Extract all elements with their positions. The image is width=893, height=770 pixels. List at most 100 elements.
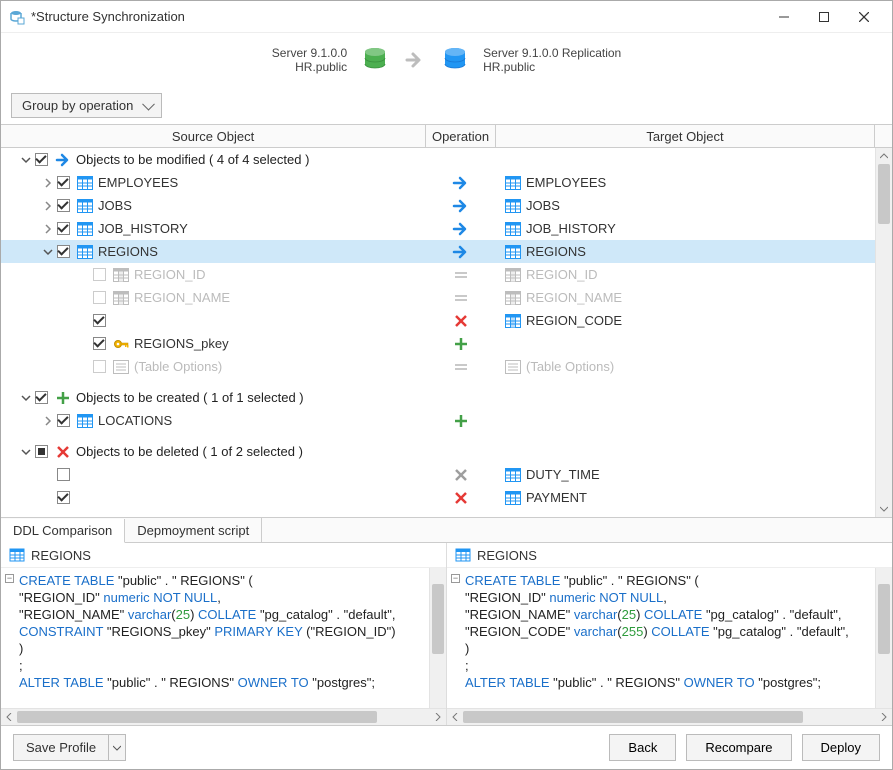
expander-icon[interactable] bbox=[41, 245, 55, 259]
ddl-right-body[interactable]: − CREATE TABLE "public" . " REGIONS" ( "… bbox=[447, 568, 875, 708]
checkbox[interactable] bbox=[93, 291, 106, 304]
target-object-name: REGIONS bbox=[526, 244, 586, 259]
operation-icon bbox=[455, 492, 467, 504]
ddl-left-body[interactable]: − CREATE TABLE "public" . " REGIONS" ( "… bbox=[1, 568, 429, 708]
target-object-name: EMPLOYEES bbox=[526, 175, 606, 190]
object-icon bbox=[76, 222, 94, 236]
checkbox[interactable] bbox=[57, 199, 70, 212]
scroll-down-icon[interactable] bbox=[876, 501, 892, 517]
expander-icon[interactable] bbox=[41, 491, 55, 505]
operation-icon bbox=[455, 469, 467, 481]
group-label: Objects to be deleted ( 1 of 2 selected … bbox=[76, 444, 303, 459]
tree-object-row[interactable]: REGIONSREGIONS bbox=[1, 240, 875, 263]
target-object-name: JOBS bbox=[526, 198, 560, 213]
tree-object-row[interactable]: EMPLOYEESEMPLOYEES bbox=[1, 171, 875, 194]
ddl-line: ALTER TABLE "public" . " REGIONS" OWNER … bbox=[465, 674, 875, 691]
expander-icon[interactable] bbox=[77, 268, 91, 282]
tree-group-row[interactable]: Objects to be modified ( 4 of 4 selected… bbox=[1, 148, 875, 171]
save-profile-button[interactable]: Save Profile bbox=[13, 734, 126, 761]
checkbox[interactable] bbox=[57, 491, 70, 504]
tree-vertical-scrollbar[interactable] bbox=[875, 148, 892, 517]
ddl-line: "REGION_NAME" varchar(25) COLLATE "pg_ca… bbox=[465, 606, 875, 623]
scroll-up-icon[interactable] bbox=[876, 148, 892, 164]
footer: Save Profile Back Recompare Deploy bbox=[1, 725, 892, 769]
tree-object-row[interactable]: REGION_IDREGION_ID bbox=[1, 263, 875, 286]
save-profile-dropdown[interactable] bbox=[108, 734, 126, 761]
tree-object-row[interactable]: REGIONS_pkey bbox=[1, 332, 875, 355]
checkbox[interactable] bbox=[35, 153, 48, 166]
tree-object-row[interactable]: (Table Options)(Table Options) bbox=[1, 355, 875, 378]
checkbox[interactable] bbox=[93, 360, 106, 373]
expander-icon[interactable] bbox=[19, 391, 33, 405]
group-icon bbox=[54, 391, 72, 405]
object-icon bbox=[504, 314, 522, 328]
table-icon bbox=[455, 547, 471, 563]
expander-icon[interactable] bbox=[41, 468, 55, 482]
expander-icon[interactable] bbox=[77, 337, 91, 351]
object-icon bbox=[112, 360, 130, 374]
titlebar: *Structure Synchronization bbox=[1, 1, 892, 33]
maximize-button[interactable] bbox=[804, 3, 844, 31]
expander-icon[interactable] bbox=[41, 176, 55, 190]
tree-object-row[interactable]: PAYMENT bbox=[1, 486, 875, 509]
checkbox[interactable] bbox=[93, 337, 106, 350]
ddl-left-vscroll[interactable] bbox=[429, 568, 446, 708]
object-tree[interactable]: Objects to be modified ( 4 of 4 selected… bbox=[1, 148, 875, 517]
expander-icon[interactable] bbox=[77, 360, 91, 374]
checkbox[interactable] bbox=[35, 445, 48, 458]
collapse-icon[interactable]: − bbox=[451, 574, 460, 583]
save-profile-label[interactable]: Save Profile bbox=[13, 734, 108, 761]
back-button[interactable]: Back bbox=[609, 734, 676, 761]
tree-object-row[interactable]: REGION_NAMEREGION_NAME bbox=[1, 286, 875, 309]
tree-object-row[interactable]: JOBSJOBS bbox=[1, 194, 875, 217]
checkbox[interactable] bbox=[57, 468, 70, 481]
expander-icon[interactable] bbox=[77, 291, 91, 305]
group-by-dropdown[interactable]: Group by operation bbox=[11, 93, 162, 118]
tree-object-row[interactable]: REGION_CODE bbox=[1, 309, 875, 332]
close-button[interactable] bbox=[844, 3, 884, 31]
tab-ddl-comparison[interactable]: DDL Comparison bbox=[1, 519, 125, 543]
checkbox[interactable] bbox=[57, 245, 70, 258]
ddl-right-vscroll[interactable] bbox=[875, 568, 892, 708]
checkbox[interactable] bbox=[35, 391, 48, 404]
source-object-name: LOCATIONS bbox=[98, 413, 172, 428]
expander-icon[interactable] bbox=[19, 445, 33, 459]
ddl-left-pane: REGIONS − CREATE TABLE "public" . " REGI… bbox=[1, 543, 447, 725]
target-connection: Server 9.1.0.0 Replication HR.public bbox=[483, 46, 621, 74]
tree-object-row[interactable]: DUTY_TIME bbox=[1, 463, 875, 486]
checkbox[interactable] bbox=[93, 268, 106, 281]
minimize-button[interactable] bbox=[764, 3, 804, 31]
object-icon bbox=[504, 360, 522, 374]
tab-deployment-script[interactable]: Depmoyment script bbox=[125, 518, 262, 542]
collapse-icon[interactable]: − bbox=[5, 574, 14, 583]
recompare-button[interactable]: Recompare bbox=[686, 734, 791, 761]
ddl-line: ALTER TABLE "public" . " REGIONS" OWNER … bbox=[19, 674, 429, 691]
expander-icon[interactable] bbox=[19, 153, 33, 167]
expander-icon[interactable] bbox=[77, 314, 91, 328]
object-icon bbox=[76, 414, 94, 428]
checkbox[interactable] bbox=[57, 176, 70, 189]
ddl-right-hscroll[interactable] bbox=[447, 708, 892, 725]
checkbox[interactable] bbox=[93, 314, 106, 327]
tree-group-row[interactable]: Objects to be deleted ( 1 of 2 selected … bbox=[1, 440, 875, 463]
tree-object-row[interactable]: LOCATIONS bbox=[1, 409, 875, 432]
target-object-name: (Table Options) bbox=[526, 359, 614, 374]
tree-object-row[interactable]: JOB_HISTORYJOB_HISTORY bbox=[1, 217, 875, 240]
expander-icon[interactable] bbox=[41, 222, 55, 236]
ddl-left-hscroll[interactable] bbox=[1, 708, 446, 725]
ddl-right-pane: REGIONS − CREATE TABLE "public" . " REGI… bbox=[447, 543, 892, 725]
source-db-label: HR.public bbox=[295, 60, 347, 74]
expander-icon[interactable] bbox=[41, 414, 55, 428]
col-header-operation: Operation bbox=[426, 125, 496, 147]
object-icon bbox=[112, 291, 130, 305]
operation-icon bbox=[452, 176, 470, 190]
scroll-thumb[interactable] bbox=[878, 164, 890, 224]
target-object-name: REGION_NAME bbox=[526, 290, 622, 305]
object-icon bbox=[112, 268, 130, 282]
checkbox[interactable] bbox=[57, 414, 70, 427]
tree-group-row[interactable]: Objects to be created ( 1 of 1 selected … bbox=[1, 386, 875, 409]
expander-icon[interactable] bbox=[41, 199, 55, 213]
checkbox[interactable] bbox=[57, 222, 70, 235]
operation-icon bbox=[454, 362, 468, 372]
deploy-button[interactable]: Deploy bbox=[802, 734, 880, 761]
